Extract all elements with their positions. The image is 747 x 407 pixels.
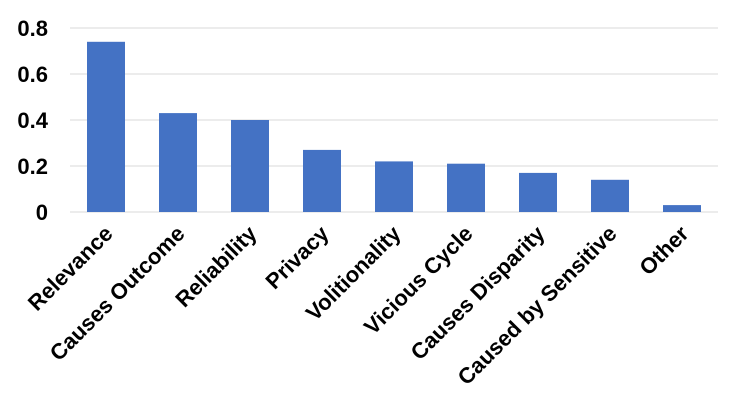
bar: [87, 41, 125, 212]
bar: [375, 161, 413, 212]
bar: [231, 120, 269, 212]
y-tick-label: 0.8: [17, 16, 48, 41]
bar: [591, 179, 629, 212]
y-tick-label: 0.2: [17, 154, 48, 179]
y-tick-label: 0: [36, 200, 48, 225]
bar: [519, 172, 557, 212]
bars: [87, 41, 701, 212]
bar: [159, 113, 197, 212]
category-label: Privacy: [260, 220, 334, 294]
bar: [447, 163, 485, 212]
y-axis-ticks: 0 0.2 0.4 0.6 0.8: [17, 16, 48, 225]
y-tick-label: 0.4: [17, 108, 48, 133]
y-tick-label: 0.6: [17, 62, 48, 87]
category-label: Causes Disparity: [406, 220, 550, 364]
category-label: Causes Outcome: [45, 221, 190, 366]
bar: [663, 205, 701, 212]
category-label: Other: [634, 221, 693, 280]
bar: [303, 149, 341, 212]
